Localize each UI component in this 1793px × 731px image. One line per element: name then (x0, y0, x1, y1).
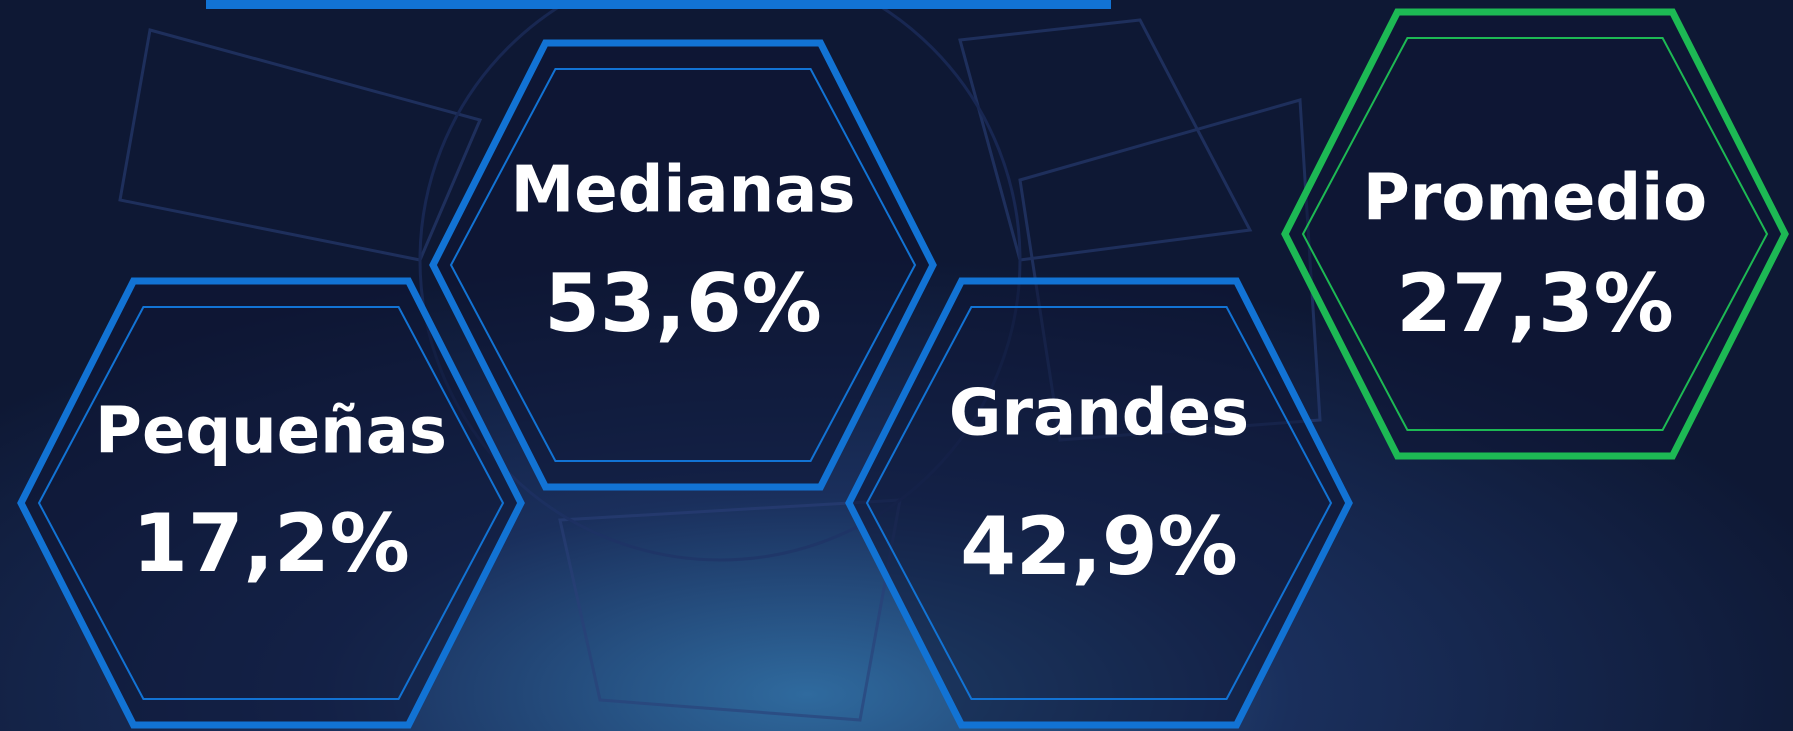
item-label: Grandes (949, 377, 1249, 451)
item-value: 17,2% (132, 497, 410, 590)
hexagon-outer (845, 277, 1353, 729)
item-label: Pequeñas (95, 395, 447, 469)
item-label: Promedio (1363, 162, 1707, 236)
hexagon-outer (17, 277, 525, 729)
background-shards (118, 0, 1322, 722)
hexagon-inner (37, 306, 505, 700)
item-value: 27,3% (1396, 257, 1674, 350)
hexagon-inner (449, 68, 917, 462)
hexagon-inner (1301, 37, 1769, 431)
item-value: 42,9% (960, 500, 1238, 593)
hexagon-inner (865, 306, 1333, 700)
item-label: Medianas (511, 154, 856, 228)
top-bar (206, 0, 1111, 9)
hexagons: Pequeñas 17,2% Medianas 53,6% Grandes 42,9% Pr… (17, 8, 1789, 729)
hexagon-outer (429, 39, 937, 491)
hexagon-outer (1281, 8, 1789, 460)
item-value: 53,6% (544, 257, 822, 350)
